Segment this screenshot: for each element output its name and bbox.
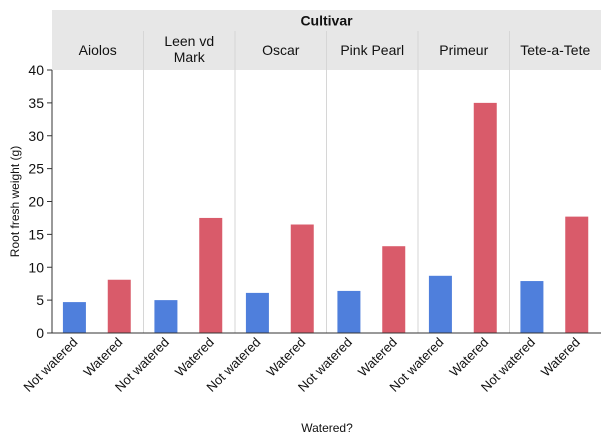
y-tick-label: 10	[28, 259, 44, 275]
bar-watered	[382, 246, 406, 333]
facet-header-band	[52, 10, 601, 31]
panel-header-label: Tete-a-Tete	[520, 42, 590, 58]
y-tick-label: 20	[28, 194, 44, 210]
bar-not-watered	[245, 292, 269, 333]
bar-watered	[199, 217, 223, 333]
x-tick-label: Watered	[263, 335, 308, 380]
bar-not-watered	[520, 281, 544, 333]
bar-watered	[473, 102, 497, 333]
x-tick-label: Watered	[80, 335, 125, 380]
y-tick-label: 5	[36, 292, 44, 308]
bar-watered	[565, 216, 589, 333]
panel-header-label: Primeur	[439, 42, 488, 58]
panel-header-label-line: Mark	[174, 49, 206, 65]
bar-not-watered	[154, 300, 178, 333]
panel-header-label-line: Leen vd	[164, 33, 214, 49]
y-tick-label: 15	[28, 226, 44, 242]
y-tick-label: 0	[36, 325, 44, 341]
y-tick-label: 30	[28, 128, 44, 144]
facet-header-label: Cultivar	[300, 13, 353, 29]
x-tick-label: Watered	[538, 335, 583, 380]
x-tick-label: Watered	[446, 335, 491, 380]
bar-not-watered	[428, 275, 452, 333]
bar-not-watered	[337, 290, 361, 333]
y-tick-label: 25	[28, 161, 44, 177]
bar-not-watered	[62, 302, 86, 333]
bar-watered	[107, 279, 131, 333]
y-tick-label: 40	[28, 62, 44, 78]
y-tick-label: 35	[28, 95, 44, 111]
panel-header-label: Pink Pearl	[340, 42, 404, 58]
x-tick-label: Not watered	[20, 335, 80, 395]
panel-header-label: Oscar	[262, 42, 300, 58]
y-axis-label: Root fresh weight (g)	[8, 146, 22, 257]
panel-header-label: Leen vd Mark	[164, 33, 214, 65]
bar-watered	[290, 224, 314, 333]
x-tick-label: Watered	[172, 335, 217, 380]
x-tick-label: Watered	[355, 335, 400, 380]
x-axis-label: Watered?	[301, 421, 353, 435]
panel-header-label: Aiolos	[79, 42, 117, 58]
